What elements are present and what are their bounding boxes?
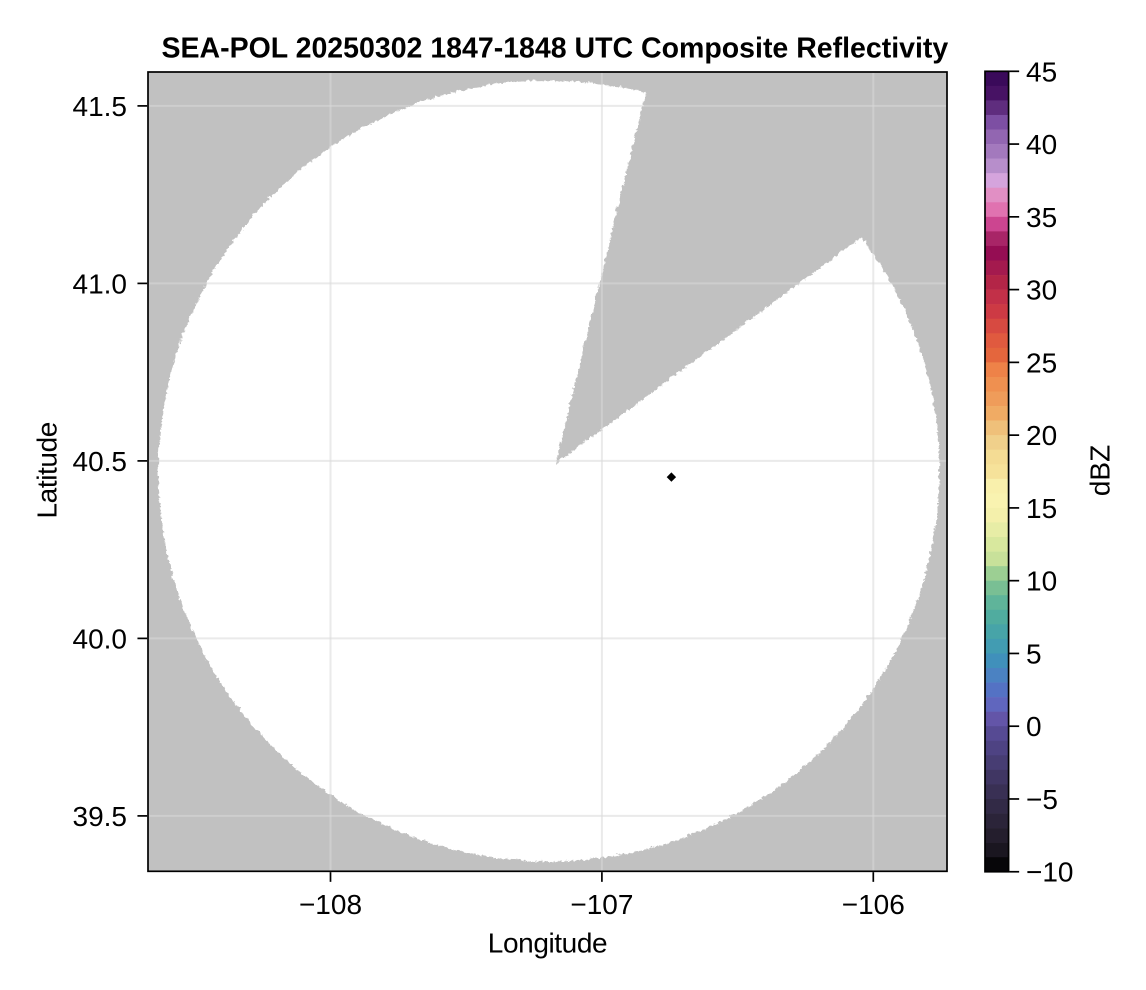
svg-text:41.5: 41.5 (73, 91, 128, 122)
svg-text:45: 45 (1026, 56, 1057, 87)
svg-text:25: 25 (1026, 347, 1057, 378)
svg-text:20: 20 (1026, 420, 1057, 451)
svg-text:−107: −107 (570, 889, 633, 920)
svg-text:15: 15 (1026, 493, 1057, 524)
svg-text:10: 10 (1026, 566, 1057, 597)
svg-text:−10: −10 (1026, 857, 1074, 888)
svg-text:Longitude: Longitude (488, 928, 607, 959)
svg-text:SEA-POL 20250302 1847-1848 UTC: SEA-POL 20250302 1847-1848 UTC Composite… (162, 33, 949, 65)
svg-text:−5: −5 (1026, 784, 1058, 815)
svg-text:41.0: 41.0 (73, 268, 128, 299)
svg-text:Latitude: Latitude (32, 422, 63, 518)
svg-text:40: 40 (1026, 129, 1057, 160)
svg-text:−108: −108 (299, 889, 362, 920)
svg-text:30: 30 (1026, 275, 1057, 306)
svg-text:dBZ: dBZ (1084, 445, 1115, 496)
svg-text:39.5: 39.5 (73, 801, 128, 832)
svg-text:−106: −106 (842, 889, 905, 920)
svg-text:40.5: 40.5 (73, 446, 128, 477)
svg-text:40.0: 40.0 (73, 623, 128, 654)
svg-text:0: 0 (1026, 711, 1042, 742)
svg-text:35: 35 (1026, 202, 1057, 233)
svg-text:5: 5 (1026, 638, 1042, 669)
